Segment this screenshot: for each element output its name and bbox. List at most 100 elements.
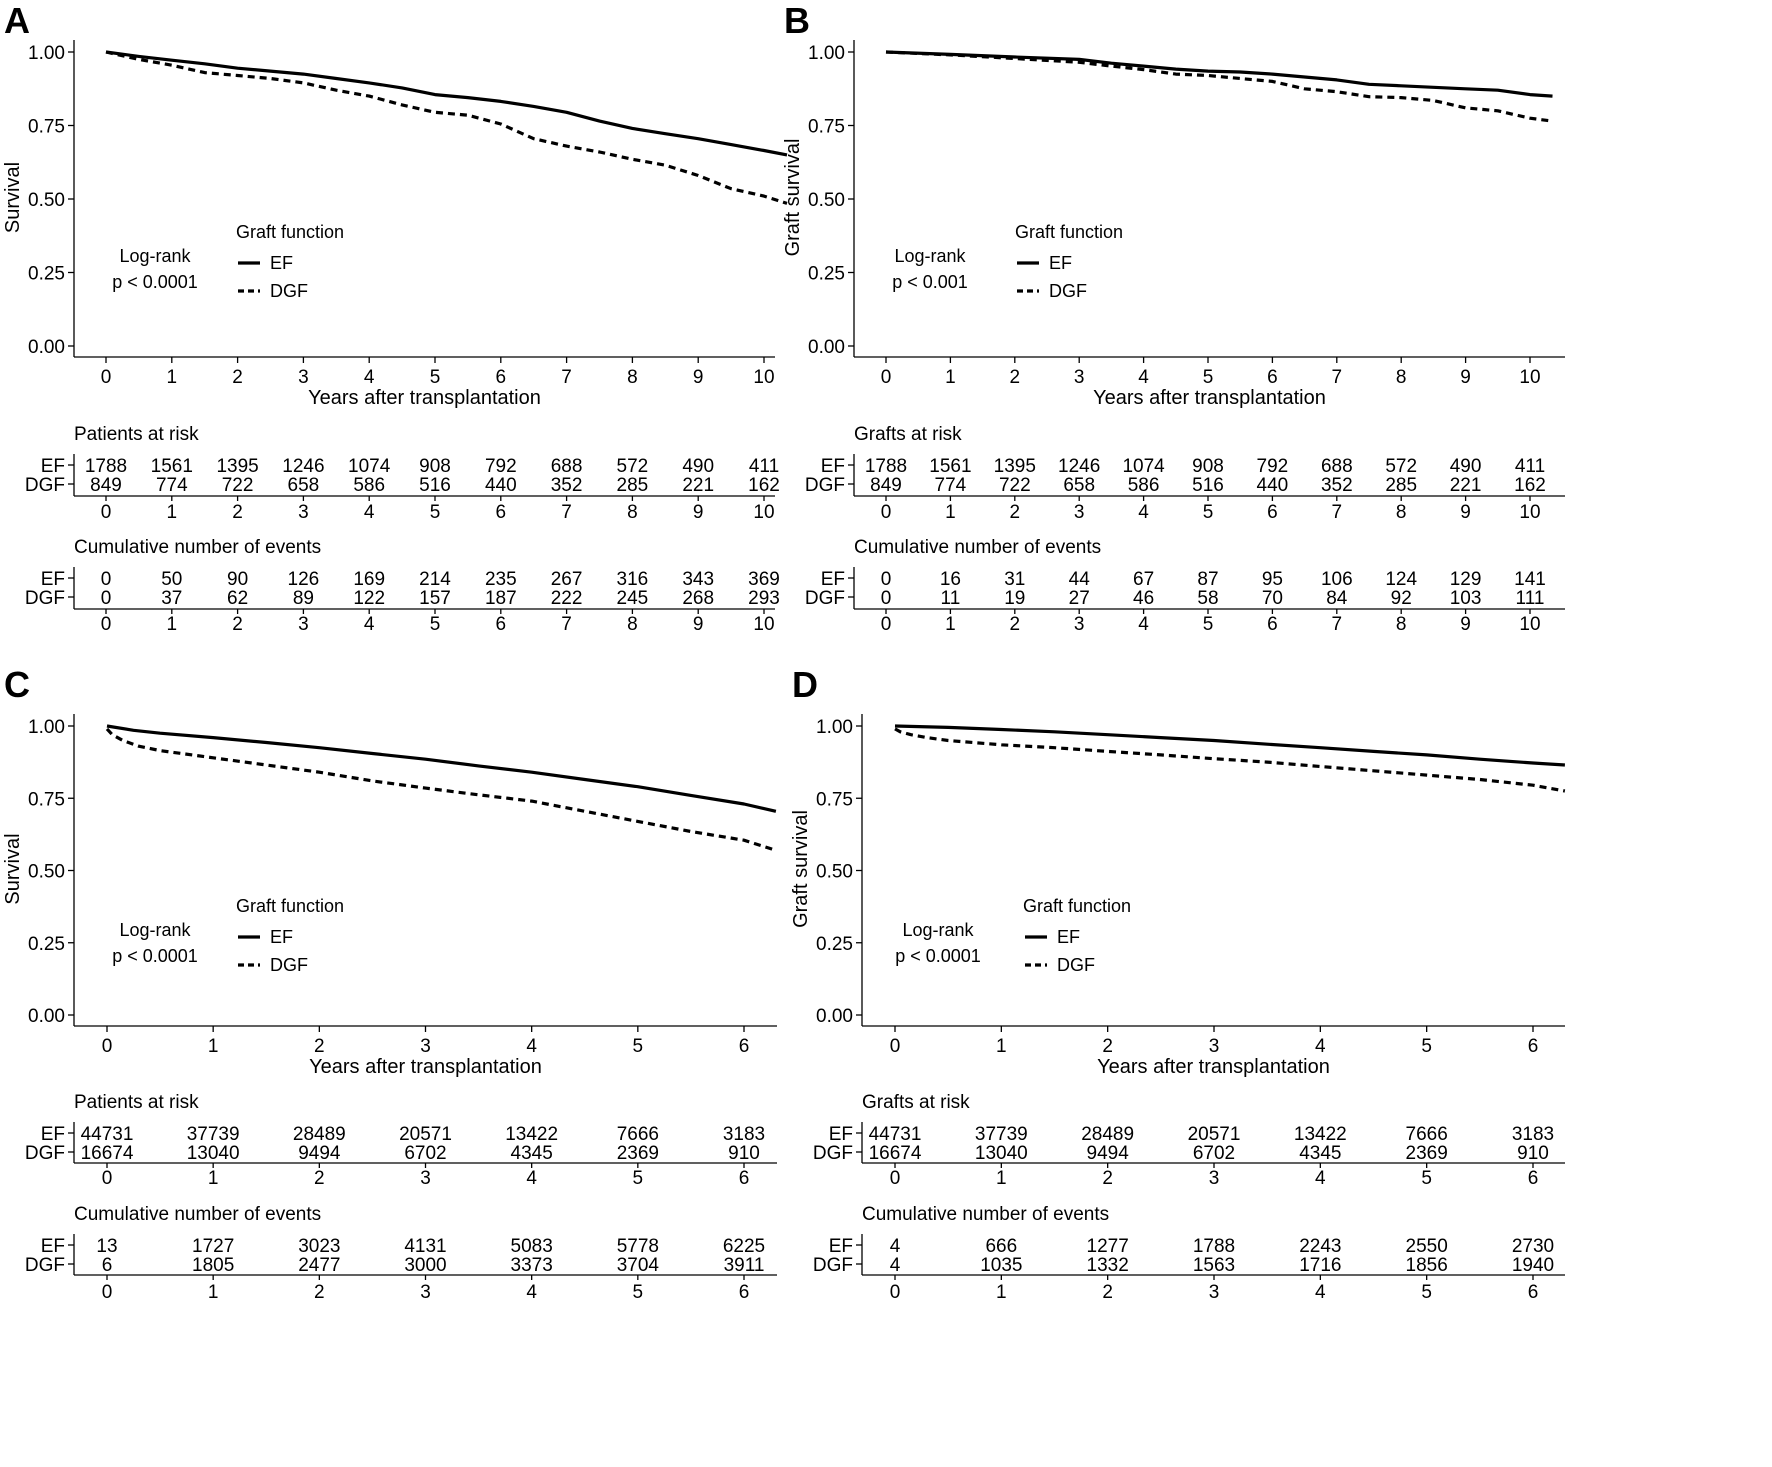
events_table-cell: 5083: [511, 1236, 553, 1257]
events_table-cell: 187: [485, 588, 517, 609]
risk_table-cell: 910: [728, 1143, 760, 1164]
x-tick-label: 2: [314, 1036, 325, 1057]
panel-a: A0.000.250.500.751.000 1 2 3 4 5 6 7 8 9 10Surviva…: [2, 0, 788, 635]
risk_table-cell: 4345: [1299, 1143, 1341, 1164]
events_table-tick-label: 6: [496, 614, 507, 635]
events_table-cell: 126: [288, 569, 320, 590]
x-tick-label: 4: [1138, 367, 1149, 388]
x-tick-label: 0: [102, 1036, 113, 1057]
events_table-tick-label: 2: [314, 1282, 325, 1303]
events_table-row-label: EF: [41, 1236, 65, 1257]
risk_table-tick-label: 6: [1267, 502, 1278, 523]
risk_table-row-label: EF: [41, 1124, 65, 1145]
legend-label: EF: [270, 253, 293, 273]
risk_table-cell: 16674: [81, 1143, 134, 1164]
events_table-cell: 1940: [1512, 1255, 1554, 1276]
events_table-title: Cumulative number of events: [862, 1204, 1109, 1225]
risk_table-cell: 37739: [975, 1124, 1028, 1145]
events_table-tick-label: 3: [420, 1282, 431, 1303]
events_table-title: Cumulative number of events: [854, 537, 1101, 558]
events_table-cell: 2550: [1406, 1236, 1448, 1257]
events_table-row-label: DGF: [25, 1255, 65, 1276]
events_table-cell: 27: [1069, 588, 1090, 609]
events_table-cell: 58: [1197, 588, 1218, 609]
risk_table-tick-label: 10: [1519, 502, 1540, 523]
events_table-cell: 4: [890, 1236, 901, 1257]
risk_table-tick-label: 1: [996, 1168, 1007, 1189]
risk_table-cell: 1395: [216, 456, 258, 477]
risk_table-tick-label: 4: [526, 1168, 537, 1189]
logrank-pvalue: p < 0.0001: [112, 272, 198, 292]
risk_table-cell: 440: [485, 475, 517, 496]
x-tick-label: 6: [1267, 367, 1278, 388]
risk_table-cell: 722: [222, 475, 254, 496]
risk_table-title: Grafts at risk: [854, 424, 962, 445]
risk_table-cell: 490: [682, 456, 714, 477]
risk_table-cell: 1561: [151, 456, 193, 477]
events_table-cell: 111: [1516, 588, 1545, 609]
events_table-cell: 1035: [980, 1255, 1022, 1276]
risk_table-cell: 13422: [505, 1124, 558, 1145]
risk_table-row-label: EF: [41, 456, 65, 477]
risk_table-cell: 3183: [723, 1124, 765, 1145]
events_table-cell: 31: [1004, 569, 1025, 590]
logrank-label: Log-rank: [119, 246, 191, 266]
risk_table-tick-label: 0: [102, 1168, 113, 1189]
risk_table-cell: 13040: [187, 1143, 240, 1164]
y-tick-label: 0.00: [28, 337, 65, 358]
risk_table-cell: 411: [749, 456, 779, 477]
legend-label: DGF: [270, 281, 308, 301]
y-tick-label: 0.25: [28, 934, 65, 955]
events_table-tick-label: 4: [364, 614, 375, 635]
events_table-tick-label: 3: [298, 614, 309, 635]
risk_table-row-label: DGF: [813, 1143, 853, 1164]
events_table-tick-label: 7: [561, 614, 572, 635]
events_table-tick-label: 9: [693, 614, 704, 635]
legend-label: DGF: [270, 955, 308, 975]
risk_table-cell: 1074: [348, 456, 391, 477]
events_table-cell: 235: [485, 569, 517, 590]
events_table-cell: 122: [353, 588, 385, 609]
events_table-cell: 3000: [404, 1255, 446, 1276]
risk_table-cell: 6702: [404, 1143, 446, 1164]
risk_table-cell: 44731: [81, 1124, 134, 1145]
events_table-tick-label: 8: [1396, 614, 1407, 635]
y-tick-label: 0.00: [816, 1006, 853, 1027]
y-tick-label: 0.75: [808, 117, 845, 138]
y-tick-label: 0.75: [28, 117, 65, 138]
risk_table-cell: 162: [748, 475, 780, 496]
events_table-row-label: EF: [821, 569, 845, 590]
events_table-cell: 13: [96, 1236, 117, 1257]
risk_table-tick-label: 2: [232, 502, 243, 523]
legend-label: DGF: [1057, 955, 1095, 975]
logrank-pvalue: p < 0.0001: [895, 946, 981, 966]
events_table-cell: 267: [551, 569, 583, 590]
risk_table-cell: 352: [551, 475, 583, 496]
y-axis-title: Survival: [2, 162, 24, 233]
events_table-cell: 62: [227, 588, 248, 609]
events_table-tick-label: 6: [1528, 1282, 1539, 1303]
events_table-tick-label: 3: [1074, 614, 1085, 635]
events_table-cell: 369: [748, 569, 780, 590]
y-tick-label: 0.00: [808, 337, 845, 358]
x-tick-label: 3: [420, 1036, 431, 1057]
events_table-cell: 87: [1197, 569, 1218, 590]
events_table-cell: 19: [1004, 588, 1025, 609]
risk_table-tick-label: 5: [430, 502, 441, 523]
events_table-cell: 46: [1133, 588, 1154, 609]
curve-dgf: [885, 50, 1553, 123]
risk_table-cell: 658: [1063, 475, 1095, 496]
panel-letter: C: [4, 664, 30, 705]
risk_table-tick-label: 4: [1138, 502, 1149, 523]
curve-ef: [885, 50, 1553, 98]
y-tick-label: 0.25: [816, 934, 853, 955]
legend-label: EF: [1049, 253, 1072, 273]
risk_table-cell: 9494: [1087, 1143, 1130, 1164]
x-tick-label: 2: [232, 367, 243, 388]
events_table-row-label: EF: [41, 569, 65, 590]
x-axis-title: Years after transplantation: [309, 1056, 542, 1078]
x-tick-label: 8: [1396, 367, 1407, 388]
risk_table-cell: 490: [1450, 456, 1482, 477]
